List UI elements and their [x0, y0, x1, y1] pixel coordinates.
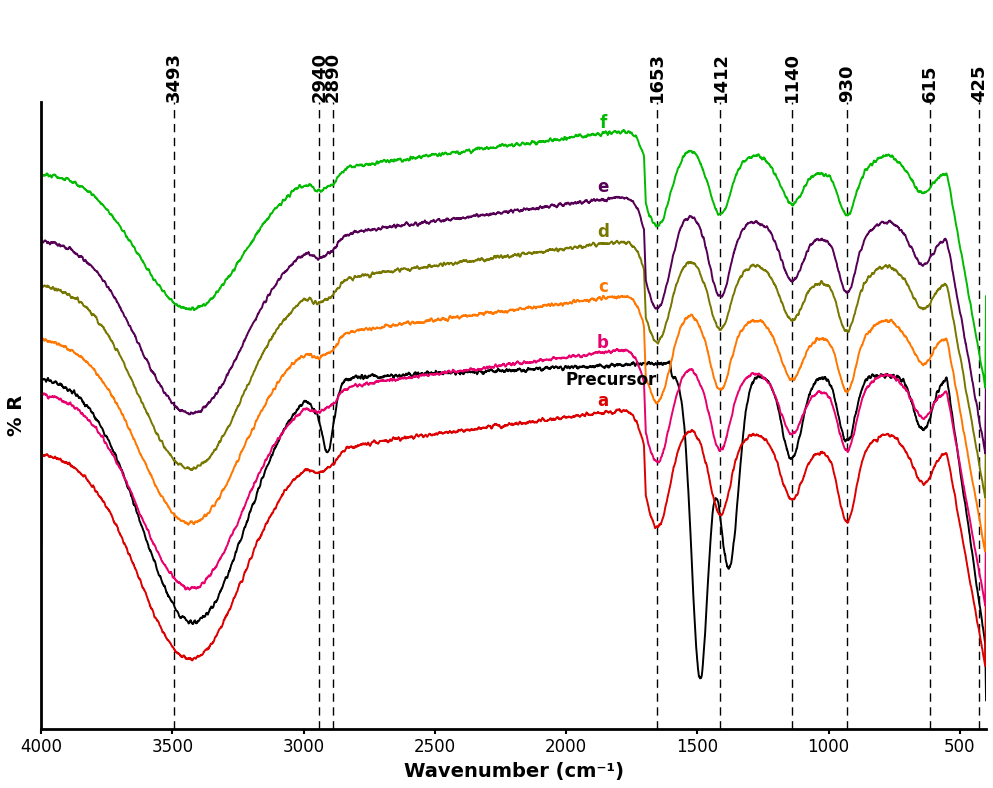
Text: a: a: [598, 392, 609, 410]
Text: 1412: 1412: [711, 51, 730, 102]
X-axis label: Wavenumber (cm⁻¹): Wavenumber (cm⁻¹): [403, 762, 624, 781]
Text: 2890: 2890: [324, 51, 342, 102]
Text: c: c: [598, 277, 608, 296]
Text: 1653: 1653: [648, 51, 666, 102]
Text: 2940: 2940: [311, 51, 329, 102]
Text: f: f: [599, 113, 607, 132]
Text: 425: 425: [970, 64, 988, 102]
Y-axis label: % R: % R: [7, 395, 26, 436]
Text: 930: 930: [838, 64, 856, 102]
Text: 615: 615: [921, 64, 938, 102]
Text: 1140: 1140: [782, 51, 800, 102]
Text: d: d: [597, 223, 609, 241]
Text: e: e: [597, 179, 609, 196]
Text: b: b: [597, 334, 609, 351]
Text: Precursor: Precursor: [565, 371, 656, 389]
Text: 3493: 3493: [165, 51, 184, 102]
